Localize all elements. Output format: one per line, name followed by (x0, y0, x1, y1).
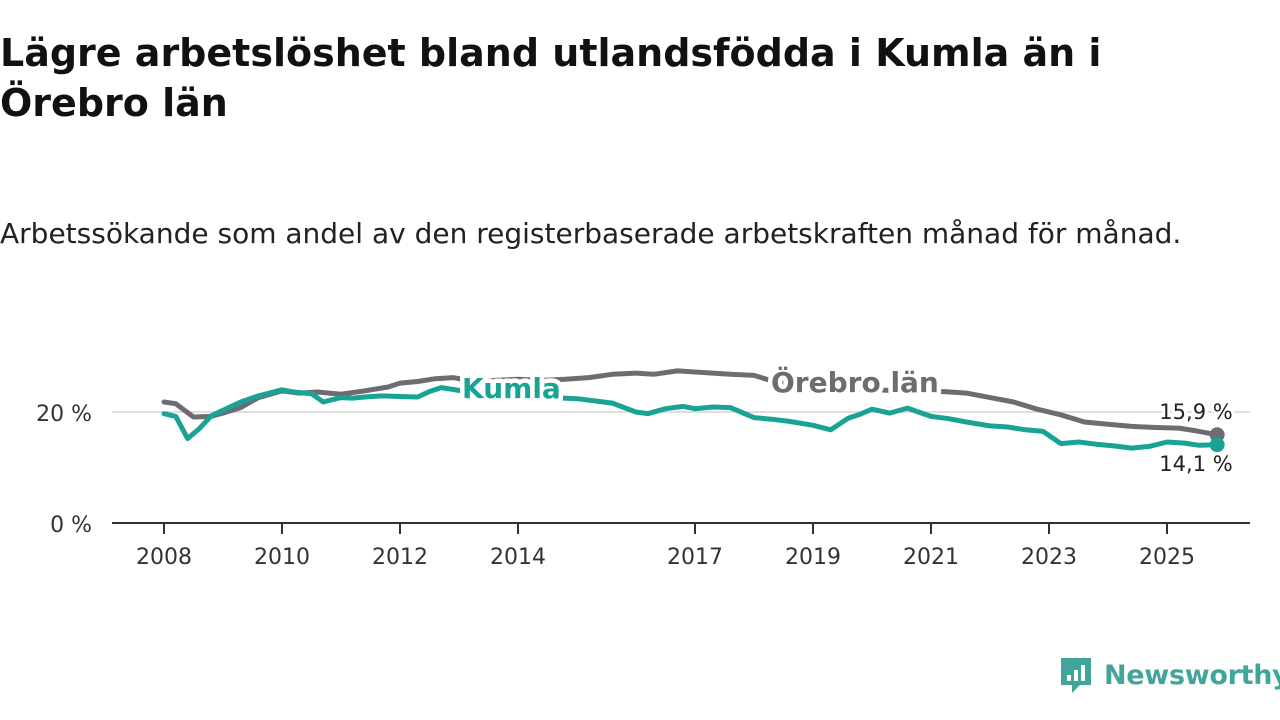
x-tick-label: 2021 (903, 545, 959, 570)
series-line-kumla (161, 385, 1220, 451)
series-label-kumla: Kumla (462, 372, 561, 405)
x-tick-label: 2017 (667, 545, 723, 570)
end-value-label-kumla: 14,1 % (1159, 452, 1232, 476)
brand-logo: Newsworthy (1058, 654, 1280, 696)
brand-name: Newsworthy (1104, 659, 1280, 691)
x-tick-label: 2012 (372, 545, 428, 570)
x-tick-label: 2014 (490, 545, 546, 570)
series-layer (161, 368, 1225, 453)
y-tick-label: 20 % (36, 402, 92, 427)
end-value-label-orebro-lan: 15,9 % (1159, 400, 1232, 424)
x-tick-label: 2019 (785, 545, 841, 570)
axis-layer: 0 % 20 % 2008 2010 2012 2014 2017 2019 2021 2023 2… (36, 402, 1250, 570)
chart-subtitle: Arbetssökande som andel av den registerb… (0, 217, 1182, 250)
series-label-orebro-lan: Örebro län (771, 365, 939, 399)
x-tick-label: 2010 (254, 545, 310, 570)
x-tick-label: 2008 (136, 545, 192, 570)
x-tick-label: 2023 (1021, 545, 1077, 570)
newsworthy-logo-icon (1061, 658, 1091, 693)
y-tick-label: 0 % (50, 513, 92, 538)
label-layer: Örebro län Kumla 15,9 % 14,1 % (458, 361, 1236, 480)
series-end-point (1209, 437, 1225, 453)
x-tick-label: 2025 (1139, 545, 1195, 570)
chart-title: Lägre arbetslöshet bland utlandsfödda i … (0, 31, 1102, 125)
